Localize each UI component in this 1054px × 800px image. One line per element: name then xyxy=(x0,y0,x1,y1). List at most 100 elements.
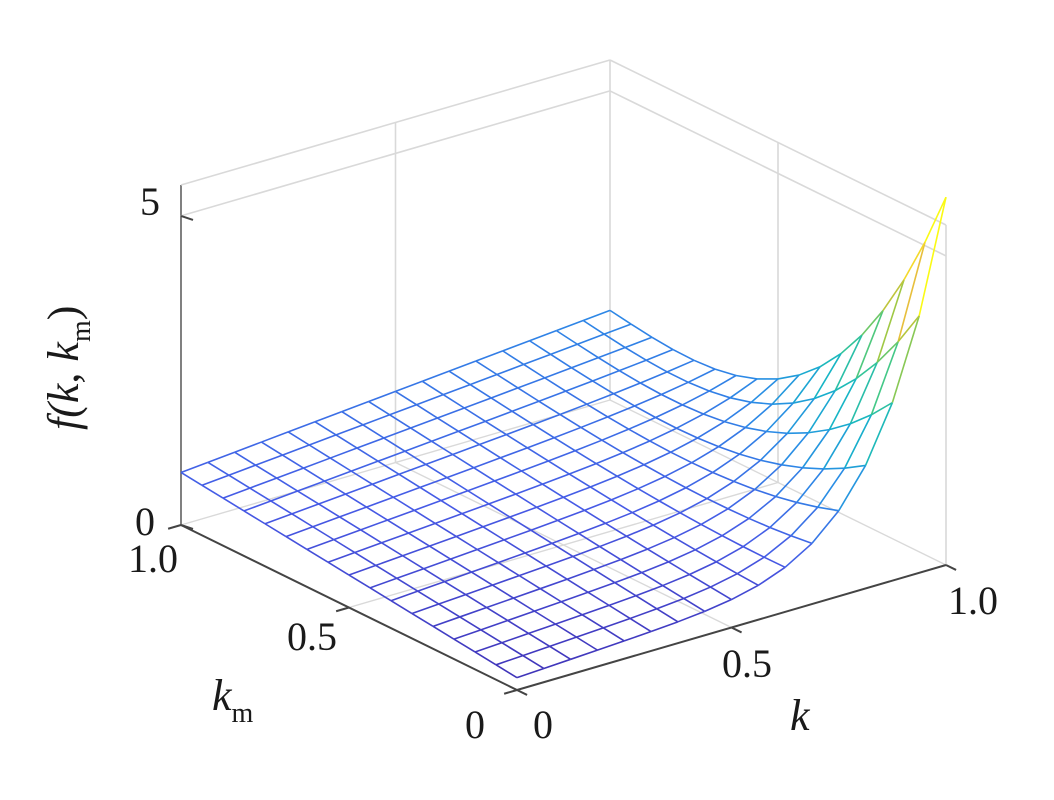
surface-mesh-line-km xyxy=(486,606,509,622)
axes-lines xyxy=(167,214,957,696)
surface-mesh-line-km xyxy=(580,426,603,441)
surface-mesh-line-km xyxy=(683,597,706,613)
surface-mesh-line-k xyxy=(443,383,471,396)
surface-mesh-line-k xyxy=(467,480,495,492)
surface-mesh-line-km xyxy=(584,509,606,524)
surface-mesh-line-km xyxy=(555,329,578,345)
surface-mesh-line-km xyxy=(469,383,492,399)
surface-mesh-line-km xyxy=(511,410,534,426)
surface-mesh-line-km xyxy=(392,496,415,511)
surface-mesh-line-k xyxy=(704,598,732,613)
grid-horizontal-line xyxy=(180,90,611,217)
surface-mesh-line-k xyxy=(437,407,465,419)
surface-mesh-line-km xyxy=(261,441,283,456)
surface-mesh-line-k xyxy=(796,468,825,503)
surface-mesh-line-km xyxy=(544,377,567,392)
surface-mesh-line-km xyxy=(528,632,551,648)
surface-mesh-line-km xyxy=(410,427,433,442)
surface-mesh-line-km xyxy=(817,506,839,512)
surface-mesh-line-k xyxy=(524,542,553,554)
surface-mesh-line-km xyxy=(624,346,647,361)
surface-mesh-line-km xyxy=(513,597,535,612)
surface-mesh-line-km xyxy=(467,490,490,505)
surface-mesh-line-km xyxy=(745,426,767,433)
surface-mesh-line-km xyxy=(689,573,711,588)
surface-mesh-line-km xyxy=(819,352,842,368)
surface-mesh-line-km xyxy=(661,393,683,406)
surface-mesh-line-k xyxy=(629,608,658,620)
surface-mesh-line-km xyxy=(404,450,427,466)
surface-mesh-line-k xyxy=(446,466,474,479)
x-tick-0: 0 xyxy=(533,702,553,747)
surface-mesh-line-k xyxy=(592,369,620,382)
surface-mesh-line-km xyxy=(440,499,463,515)
surface-mesh-line-k xyxy=(327,551,356,563)
surface-mesh-line-k xyxy=(392,486,421,499)
surface-mesh-line-km xyxy=(637,487,660,502)
surface-mesh-line-km xyxy=(442,393,465,409)
y-axis-label: km xyxy=(212,671,254,729)
surface-mesh-line-km xyxy=(777,374,800,380)
surface-mesh-line-k xyxy=(207,451,235,464)
surface-mesh-line-k xyxy=(452,443,480,456)
surface-mesh-line-k xyxy=(635,584,663,597)
surface-mesh-line-km xyxy=(651,336,674,351)
surface-mesh-line-k xyxy=(577,333,605,346)
surface-mesh-line-k xyxy=(509,506,537,518)
surface-mesh-line-km xyxy=(425,463,448,479)
surface-mesh-line-k xyxy=(416,393,444,406)
surface-mesh-line-km xyxy=(324,480,346,495)
surface-mesh-line-k xyxy=(634,393,662,407)
surface-mesh-line-km xyxy=(538,400,561,416)
surface-mesh-line-km xyxy=(655,416,677,429)
surface-mesh-line-k xyxy=(453,629,482,640)
surface-mesh-line-k xyxy=(308,434,337,446)
y-tick-mark xyxy=(167,524,182,530)
surface-mesh-line-k xyxy=(515,483,543,495)
z-tick-mark xyxy=(180,214,194,221)
surface-mesh-line-k xyxy=(476,539,505,551)
surface-mesh-line-k xyxy=(402,545,430,557)
surface-mesh-line-km xyxy=(383,437,406,452)
x-tick-1.0: 1.0 xyxy=(948,578,998,623)
surface-mesh-line-k xyxy=(645,348,674,361)
surface-mesh-line-km xyxy=(366,506,388,521)
surface-mesh-line-k xyxy=(569,462,597,475)
surface-mesh-line-k xyxy=(578,522,606,535)
surface-mesh-line-km xyxy=(592,380,614,395)
surface-mesh-line-k xyxy=(261,431,289,443)
surface-mesh-line-km xyxy=(387,519,409,534)
surface-mesh-line-km xyxy=(664,475,687,489)
grid-top-line xyxy=(180,59,611,186)
surface-mesh-line-km xyxy=(566,578,589,593)
surface-mesh-line-km xyxy=(303,467,325,482)
surface-mesh-line-k xyxy=(455,526,484,538)
surface-mesh-line-km xyxy=(609,309,632,325)
surface-mesh-line-km xyxy=(679,512,702,526)
surface-mesh-line-km xyxy=(526,447,549,462)
surface-mesh-line-km xyxy=(697,437,719,448)
surface-mesh-line-k xyxy=(450,548,478,560)
surface-mesh-line-k xyxy=(528,623,556,635)
surface-mesh-line-km xyxy=(766,430,788,435)
surface-mesh-line-k xyxy=(255,454,283,466)
surface-mesh-line-km xyxy=(670,451,693,464)
surface-mesh-line-k xyxy=(682,390,710,406)
surface-mesh-line-km xyxy=(473,467,496,482)
surface-mesh-line-km xyxy=(635,595,658,610)
surface-mesh-line-km xyxy=(694,549,717,563)
surface-mesh-line-km xyxy=(228,474,251,489)
surface-mesh-line-km xyxy=(474,651,497,666)
surface-mesh-line-k xyxy=(314,410,343,423)
surface-mesh-line-k xyxy=(485,410,513,423)
surface-mesh-line-km xyxy=(608,604,631,620)
surface-mesh-line-k xyxy=(543,658,571,670)
surface-mesh-line-k xyxy=(429,535,457,547)
surface-mesh-line-k xyxy=(551,532,579,545)
surface-mesh-line-k xyxy=(544,367,572,379)
surface-mesh-line-k xyxy=(408,522,436,534)
surface-mesh-line-km xyxy=(450,558,472,573)
surface-mesh-line-k xyxy=(650,621,679,633)
surface-mesh-line-km xyxy=(484,420,507,436)
surface-mesh-line-k xyxy=(616,464,645,477)
